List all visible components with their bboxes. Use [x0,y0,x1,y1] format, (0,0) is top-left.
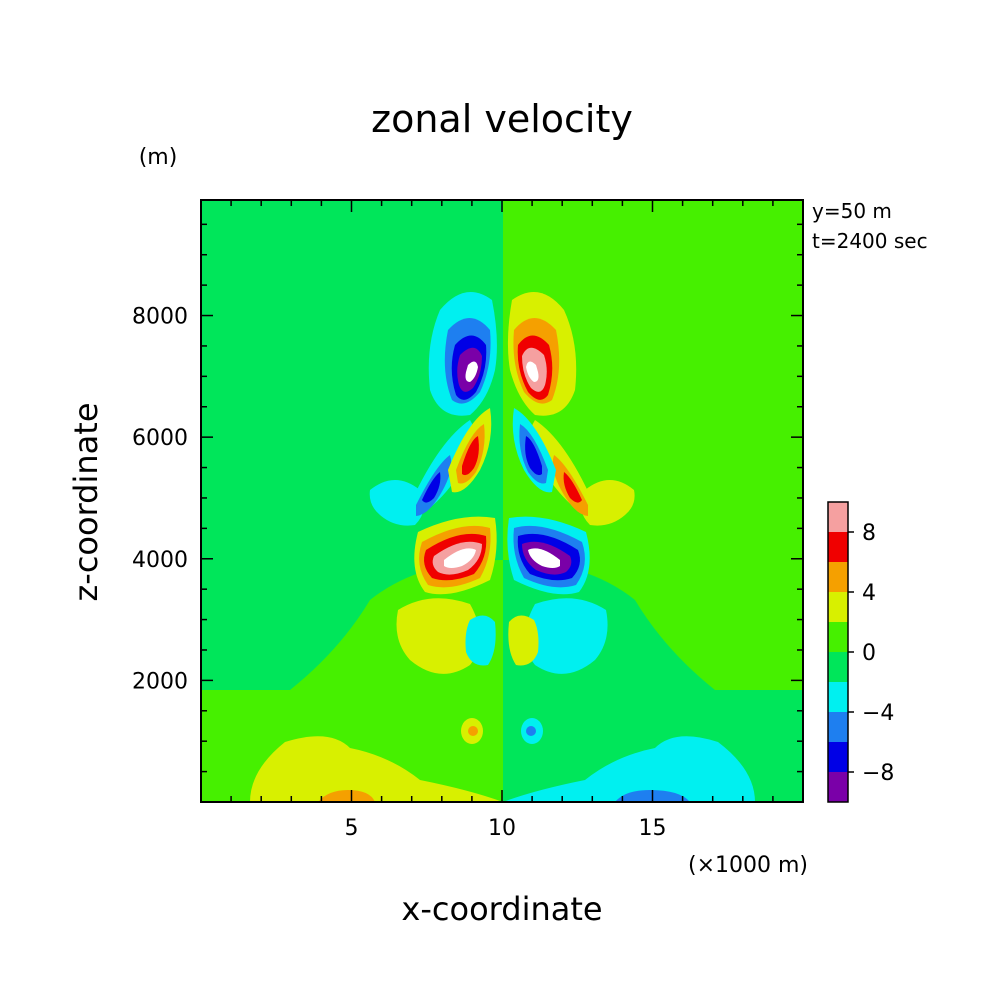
colorbar-label: 8 [862,521,876,546]
colorbar-label: −4 [862,701,894,726]
left-outer-cyan-wing [369,480,424,526]
left-lower-cyan [465,615,496,666]
left-arm-red [462,436,479,476]
colorbar-swatch [828,772,848,802]
colorbar-label: 4 [862,581,876,606]
right-mid-white [528,548,560,568]
left-orange-dot-1200 [468,726,478,736]
right-half-field [503,292,803,802]
colorbar-swatch [828,562,848,592]
left-upper-white-core [465,361,478,382]
x-tick-label: 15 [639,816,667,841]
left-mid-white [444,548,476,568]
y-tick-label: 4000 [132,548,188,573]
x-unit-label: (×1000 m) [688,853,808,878]
x-tick-label: 5 [345,816,359,841]
left-half-field [201,292,503,802]
chart-title: zonal velocity [371,97,633,141]
colorbar-swatch [828,712,848,742]
colorbar-swatch [828,652,848,682]
annotation-t: t=2400 sec [812,229,928,253]
y-tick-label: 8000 [132,305,188,330]
y-unit-label: (m) [139,145,178,170]
x-tick-label: 10 [488,816,516,841]
left-yellow-lobe-3000 [396,598,480,674]
y-axis-label: z-coordinate [67,402,105,601]
right-outer-yellow-wing [581,480,635,526]
right-arm-darkblue [525,436,542,476]
colorbar-swatch [828,682,848,712]
left-darkblue-arm [422,472,441,503]
colorbar-swatch [828,592,848,622]
colorbar-swatch [828,532,848,562]
left-surface-orange [318,790,375,802]
right-red-arm [563,472,582,503]
lower-left-yellow-plume [250,736,503,802]
colorbar: 8 4 0 −4 −8 [827,501,894,803]
right-upper-white-core [526,361,539,382]
plot-area [200,199,804,803]
colorbar-swatch [828,742,848,772]
y-tick-label: 6000 [132,426,188,451]
annotation-y: y=50 m [812,199,892,223]
lower-right-cyan-plume [503,736,755,802]
colorbar-label: 0 [862,641,876,666]
x-axis: 5 10 15 [230,200,774,841]
right-lower-yellow [508,615,539,666]
x-axis-label: x-coordinate [401,890,602,928]
right-blue-dot-1200 [526,726,536,736]
y-tick-label: 2000 [132,669,188,694]
colorbar-label: −8 [862,761,894,786]
y-axis: 2000 4000 6000 8000 [132,223,803,773]
colorbar-swatch [828,502,848,532]
colorbar-swatch [828,622,848,652]
right-cyan-lobe-3000 [525,598,608,674]
